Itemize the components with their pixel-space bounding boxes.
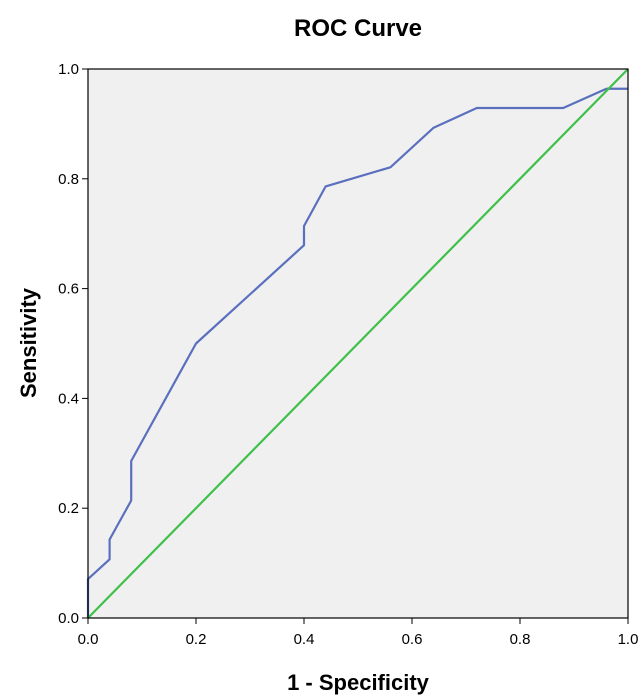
x-tick-label: 0.4 xyxy=(294,631,315,648)
y-axis-label: Sensitivity xyxy=(16,287,41,398)
reference-diagonal-line xyxy=(87,68,629,619)
plot-frame xyxy=(87,68,629,619)
chart-title: ROC Curve xyxy=(294,15,422,42)
x-tick-label: 0.2 xyxy=(186,631,207,648)
y-tick-label: 1.0 xyxy=(58,61,79,78)
y-tick-label: 0.2 xyxy=(58,500,79,517)
x-axis-label: 1 - Specificity xyxy=(287,670,430,695)
y-tick-label: 0.8 xyxy=(58,171,79,188)
y-tick-label: 0.4 xyxy=(58,390,79,407)
plot-area: 0.0 0.2 0.4 0.6 0.8 1.0 0.0 0.2 0.4 0.6 0.8 1.0 xyxy=(58,61,638,648)
x-tick-label: 0.6 xyxy=(402,631,423,648)
x-tick-label: 0.0 xyxy=(78,631,99,648)
x-tick-label: 0.8 xyxy=(510,631,531,648)
x-tick-label: 1.0 xyxy=(618,631,639,648)
y-tick-label: 0.0 xyxy=(58,610,79,627)
roc-curve-line xyxy=(86,87,628,618)
y-tick-label: 0.6 xyxy=(58,281,79,298)
